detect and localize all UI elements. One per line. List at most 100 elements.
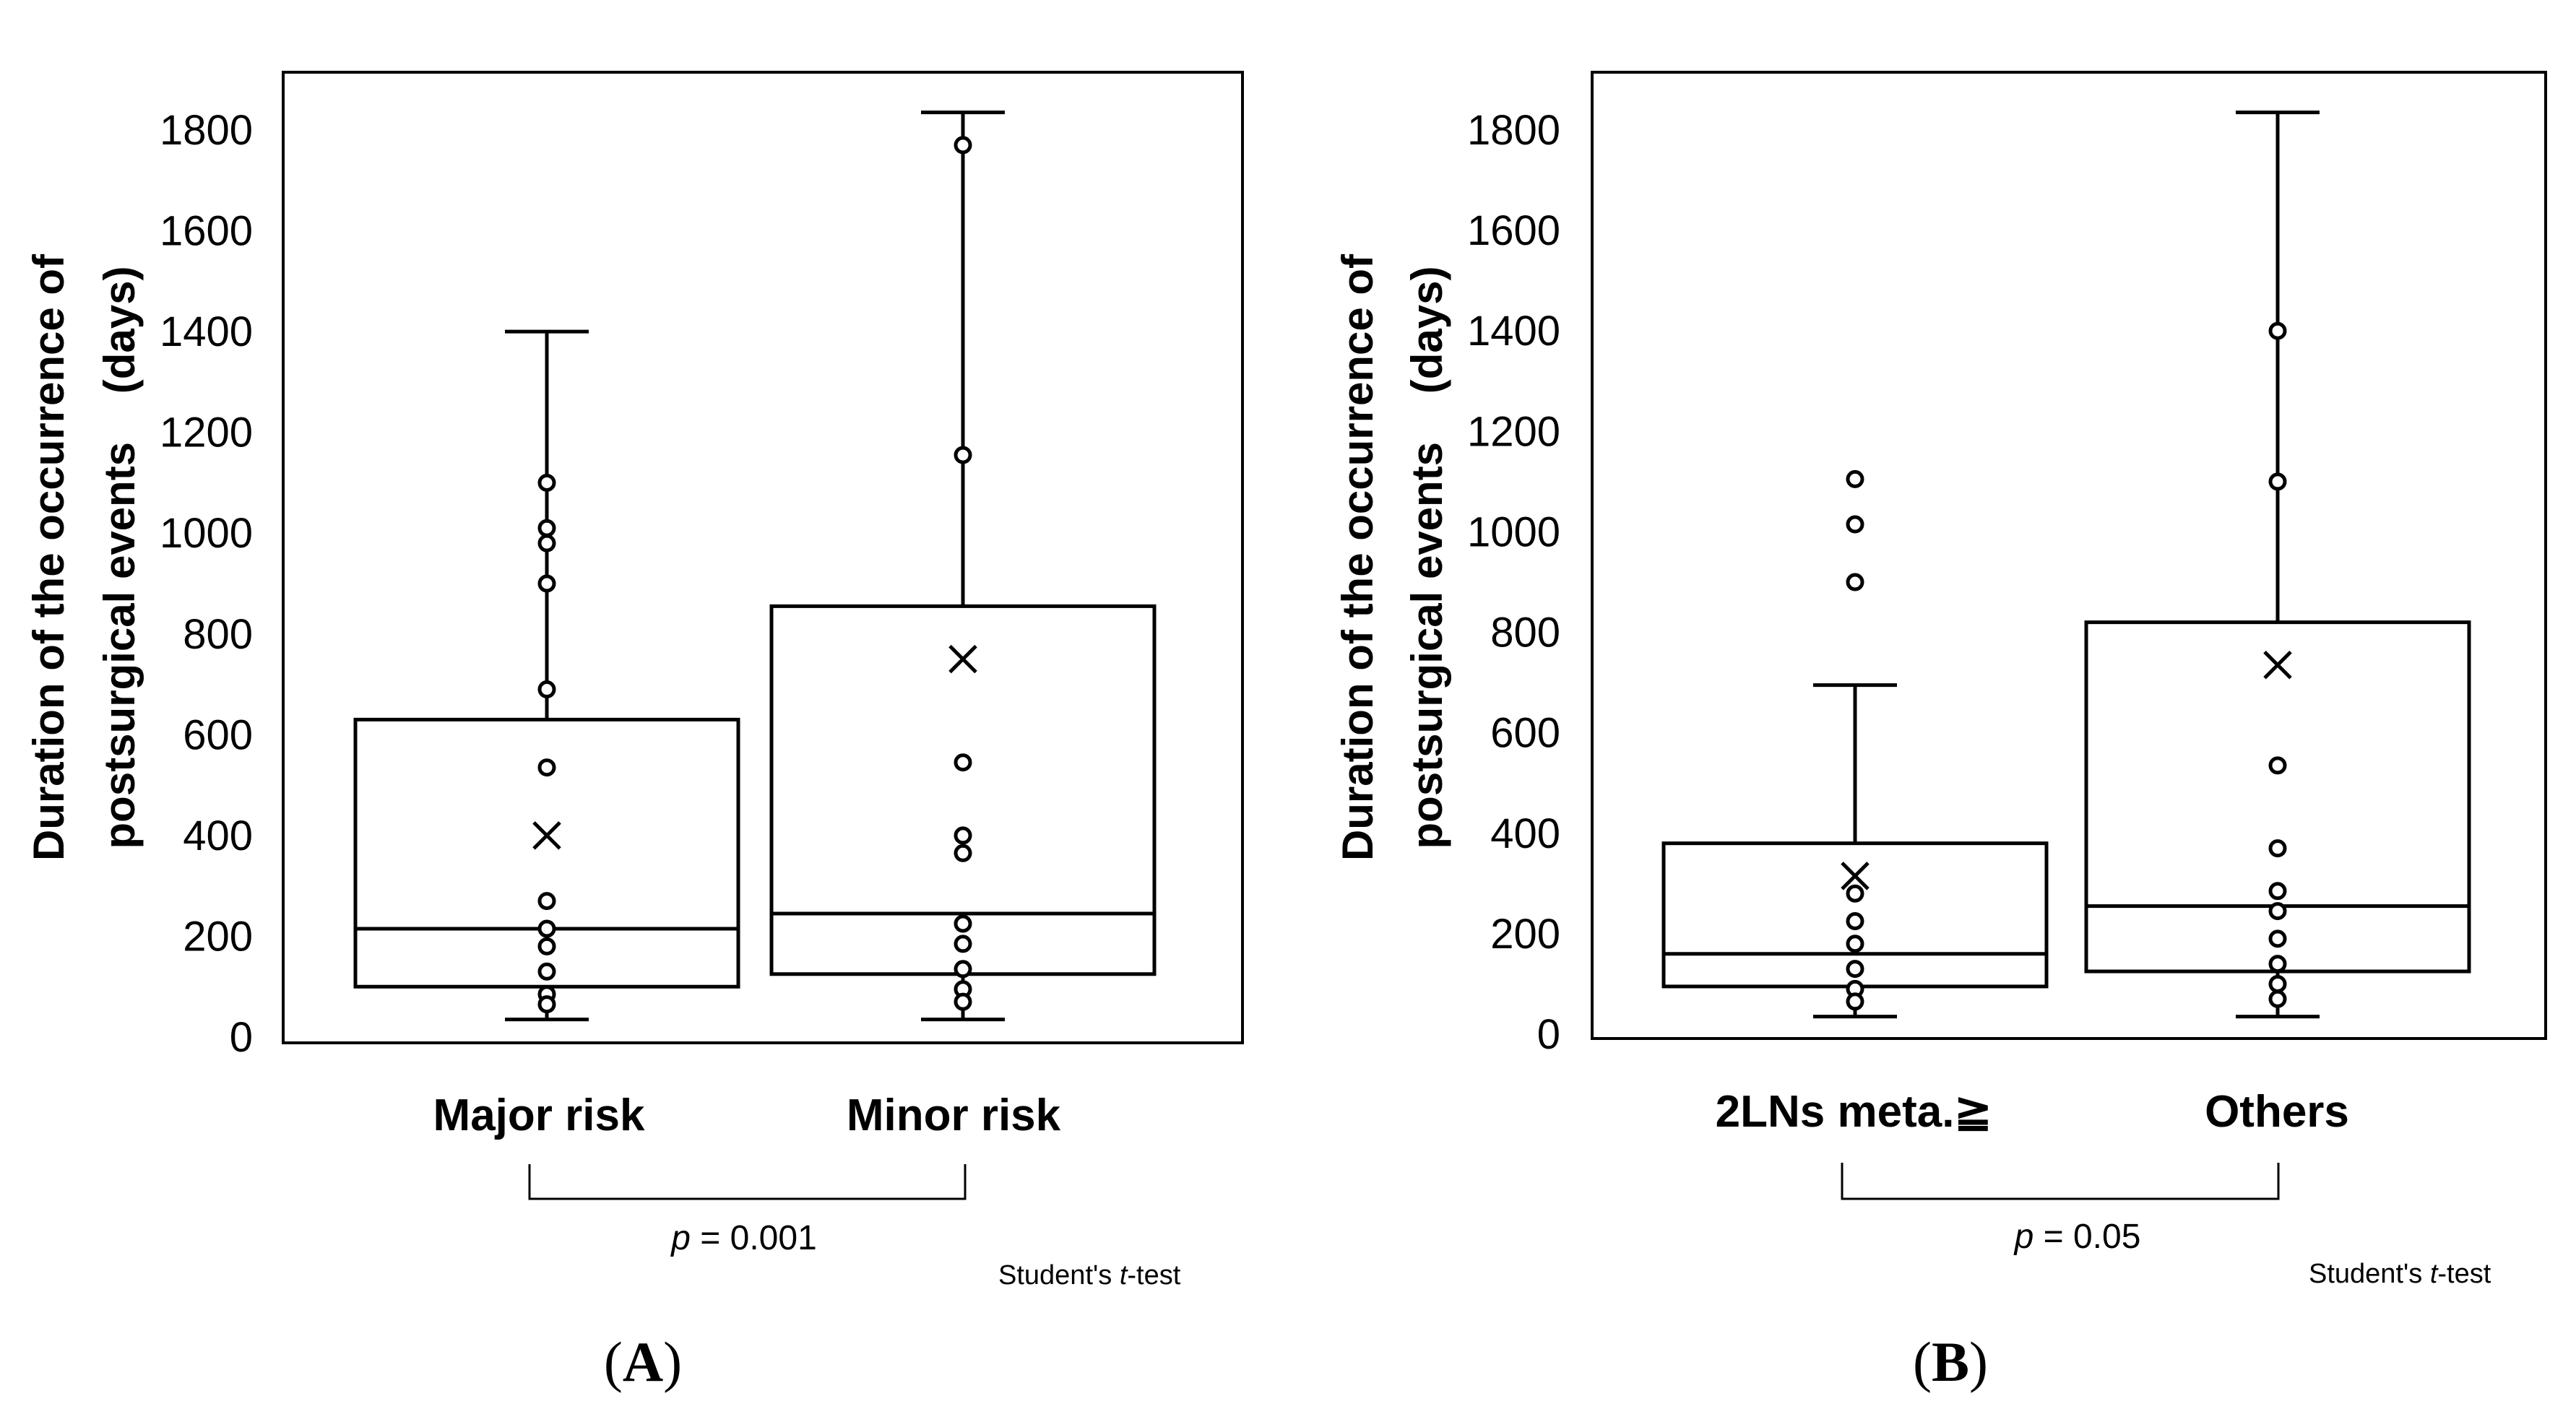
y-tick-label: 1200 bbox=[1467, 408, 1560, 455]
y-axis-label-line2: postsurgical events (days) bbox=[1403, 266, 1451, 849]
category-label-others: Others bbox=[2205, 1087, 2349, 1137]
category-label-2lns-meta: 2LNs meta.≧ bbox=[1716, 1087, 1992, 1137]
y-tick-label: 1800 bbox=[160, 107, 253, 154]
y-tick-label: 800 bbox=[183, 611, 253, 658]
data-point bbox=[1846, 884, 1864, 903]
data-point bbox=[537, 962, 556, 981]
test-name-label: Student's t-test bbox=[998, 1260, 1181, 1291]
data-point bbox=[2268, 472, 2287, 491]
y-tick-label: 1600 bbox=[160, 208, 253, 255]
mean-marker bbox=[532, 821, 561, 850]
comparison-bracket bbox=[528, 1164, 967, 1200]
p-symbol: p bbox=[2013, 1218, 2034, 1256]
mean-marker bbox=[2263, 650, 2292, 680]
mean-marker-stroke bbox=[2263, 650, 2292, 680]
data-point bbox=[1846, 992, 1864, 1011]
y-tick-label: 1000 bbox=[1467, 508, 1560, 555]
data-point bbox=[537, 937, 556, 955]
data-point bbox=[537, 534, 556, 552]
p-value-label: p = 0.001 bbox=[670, 1219, 817, 1257]
y-tick-label: 600 bbox=[1490, 710, 1560, 757]
panel-letter: B bbox=[1932, 1330, 1969, 1393]
test-name-label: Student's t-test bbox=[2309, 1259, 2491, 1289]
data-point bbox=[2268, 929, 2287, 948]
data-point bbox=[954, 826, 972, 845]
y-tick-label: 400 bbox=[1490, 810, 1560, 857]
data-point bbox=[954, 914, 972, 933]
plot-frame bbox=[1591, 71, 2547, 1040]
data-point bbox=[954, 446, 972, 464]
p-value-label: p = 0.05 bbox=[2013, 1218, 2141, 1256]
data-point bbox=[2268, 955, 2287, 974]
y-tick-label: 1000 bbox=[160, 510, 253, 557]
mean-marker bbox=[948, 644, 977, 674]
y-tick-labels: 0 200 400 600 800 1000 1200 1400 1600 1800 bbox=[160, 107, 253, 1061]
y-axis-label-line1: Duration of the occurrence of bbox=[25, 253, 73, 861]
box-series bbox=[1661, 110, 2471, 1019]
y-tick-labels: 0 200 400 600 800 1000 1200 1400 1600 1800 bbox=[1467, 107, 1560, 1058]
data-point bbox=[1846, 515, 1864, 534]
panel-a: 0 200 400 600 800 1000 1200 1400 1600 1800 Durati… bbox=[25, 71, 1244, 1393]
panel-label-a: (A) bbox=[604, 1330, 682, 1393]
y-tick-label: 1200 bbox=[160, 409, 253, 456]
y-tick-label: 800 bbox=[1490, 610, 1560, 656]
data-point bbox=[537, 473, 556, 492]
y-tick-label: 1600 bbox=[1467, 207, 1560, 254]
panel-letter: A bbox=[623, 1330, 663, 1393]
data-point bbox=[1846, 912, 1864, 930]
data-point bbox=[2268, 321, 2287, 340]
p-symbol: p bbox=[670, 1219, 691, 1257]
y-tick-label: 1400 bbox=[160, 308, 253, 355]
data-point bbox=[2268, 974, 2287, 993]
test-prefix: Student's bbox=[998, 1260, 1120, 1291]
comparison-bracket bbox=[1841, 1163, 2280, 1200]
test-prefix: Student's bbox=[2309, 1259, 2430, 1289]
data-point bbox=[1846, 935, 1864, 953]
mean-marker-stroke bbox=[948, 644, 977, 674]
data-point bbox=[537, 758, 556, 777]
p-value: = 0.05 bbox=[2033, 1218, 2140, 1256]
panel-b: 0 200 400 600 800 1000 1200 1400 1600 1800 Durati… bbox=[1334, 71, 2547, 1393]
mean-marker bbox=[1841, 862, 1870, 890]
data-point bbox=[1846, 960, 1864, 979]
data-point bbox=[954, 935, 972, 953]
y-tick-label: 200 bbox=[1490, 911, 1560, 958]
p-value: = 0.001 bbox=[691, 1219, 817, 1257]
data-point bbox=[954, 753, 972, 772]
data-point bbox=[954, 992, 972, 1011]
data-point bbox=[537, 680, 556, 699]
data-point bbox=[2268, 902, 2287, 921]
data-point bbox=[954, 960, 972, 979]
y-tick-label: 0 bbox=[1537, 1011, 1560, 1058]
mean-marker-stroke bbox=[1841, 862, 1870, 890]
data-point bbox=[537, 574, 556, 593]
y-tick-label: 600 bbox=[183, 711, 253, 758]
test-suffix: -test bbox=[2437, 1259, 2491, 1289]
data-point bbox=[1846, 573, 1864, 591]
test-italic: t bbox=[2430, 1259, 2439, 1289]
y-tick-label: 200 bbox=[183, 913, 253, 960]
data-point bbox=[2268, 989, 2287, 1008]
y-tick-label: 400 bbox=[183, 812, 253, 859]
box-series bbox=[353, 110, 1157, 1022]
mean-marker-stroke bbox=[532, 821, 561, 850]
data-point bbox=[1846, 469, 1864, 488]
y-tick-label: 0 bbox=[230, 1014, 253, 1061]
test-italic: t bbox=[1120, 1260, 1128, 1291]
category-label-minor-risk: Minor risk bbox=[847, 1091, 1061, 1140]
data-point bbox=[537, 995, 556, 1014]
data-point bbox=[2268, 882, 2287, 901]
test-suffix: -test bbox=[1127, 1260, 1180, 1291]
data-point bbox=[537, 892, 556, 911]
data-point bbox=[2268, 756, 2287, 775]
plot-frame bbox=[282, 71, 1244, 1044]
data-point bbox=[537, 519, 556, 537]
y-axis-label-line2: postsurgical events (days) bbox=[95, 266, 144, 849]
y-tick-label: 1400 bbox=[1467, 308, 1560, 355]
data-point bbox=[537, 919, 556, 938]
data-point bbox=[954, 844, 972, 862]
y-axis-label-line1: Duration of the occurrence of bbox=[1334, 253, 1382, 861]
y-tick-label: 1800 bbox=[1467, 107, 1560, 154]
data-point bbox=[954, 136, 972, 155]
